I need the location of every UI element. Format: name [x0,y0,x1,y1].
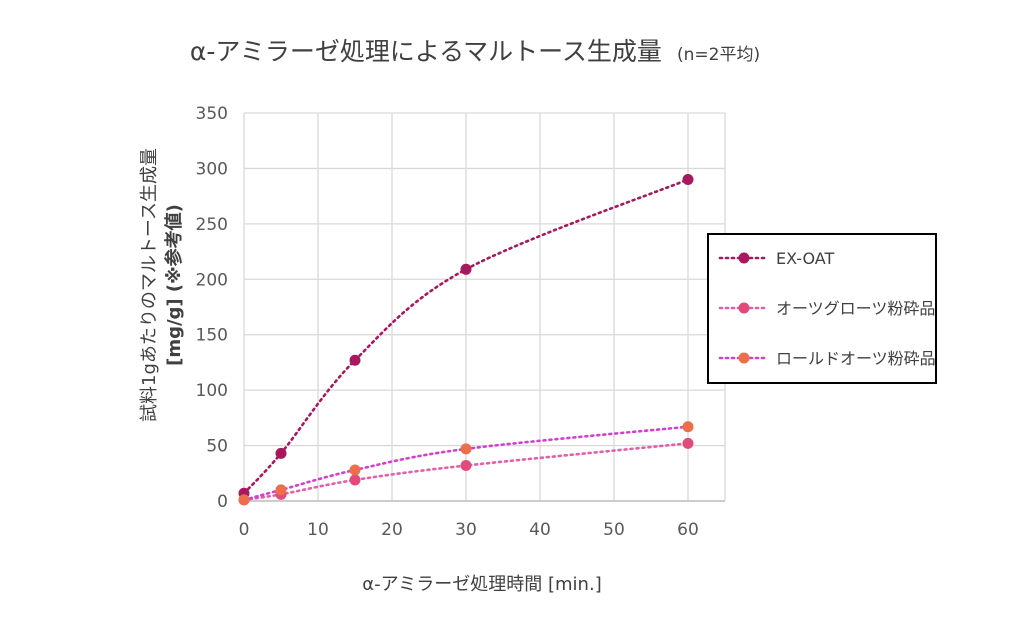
legend-label-3: ロールドオーツ粉砕品 [776,349,936,368]
series-layer [238,174,694,506]
x-tick-label: 30 [455,520,477,540]
y-tick-label: 300 [196,159,228,179]
chart-title-main: α-アミラーゼ処理によるマルトース生成量 [190,37,662,66]
series-3-point [682,421,694,433]
y-tick-label: 150 [196,326,228,346]
series-3-point [238,494,250,506]
x-tick-label: 60 [677,520,699,540]
series-2-point [682,437,694,449]
series-3-point [275,484,287,496]
series-3-point [349,464,361,476]
chart-title: α-アミラーゼ処理によるマルトース生成量 (n=2平均) [190,37,760,66]
y-tick-label: 350 [196,104,228,124]
x-tick-label: 50 [603,520,625,540]
y-tick-label: 100 [196,381,228,401]
grid [243,112,726,502]
legend-marker-1 [738,252,750,264]
series-2-point [349,474,361,486]
y-tick-label: 250 [196,215,228,235]
x-tick-label: 10 [307,520,329,540]
y-axis-title: 試料1gあたりのマルトース生成量 [139,148,160,422]
x-tick-label: 20 [381,520,403,540]
legend-marker-2 [738,302,750,314]
series-1-point [275,447,287,459]
legend-label-1: EX-OAT [776,249,835,268]
legend-marker-3 [738,352,750,364]
x-tick-label: 40 [529,520,551,540]
legend-label-2: オーツグローツ粉砕品 [776,299,935,318]
tick-labels: 0 50 100 150 200 250 300 350 0 10 20 30 40 50 60 [196,104,699,540]
series-line-2 [242,442,690,502]
y-tick-label: 0 [217,492,228,512]
series-1-point [682,174,694,186]
series-1-point [460,263,472,275]
y-tick-label: 50 [206,437,228,457]
x-axis-title: α-アミラーゼ処理時間 [min.] [362,574,601,595]
y-axis-title-unit: [mg/g] (※参考値) [163,204,185,366]
series-2-point [460,460,472,472]
y-tick-label: 200 [196,270,228,290]
series-1-point [349,354,361,366]
x-tick-label: 0 [239,520,250,540]
series-3-point [460,443,472,455]
chart-subtitle: (n=2平均) [677,45,760,65]
